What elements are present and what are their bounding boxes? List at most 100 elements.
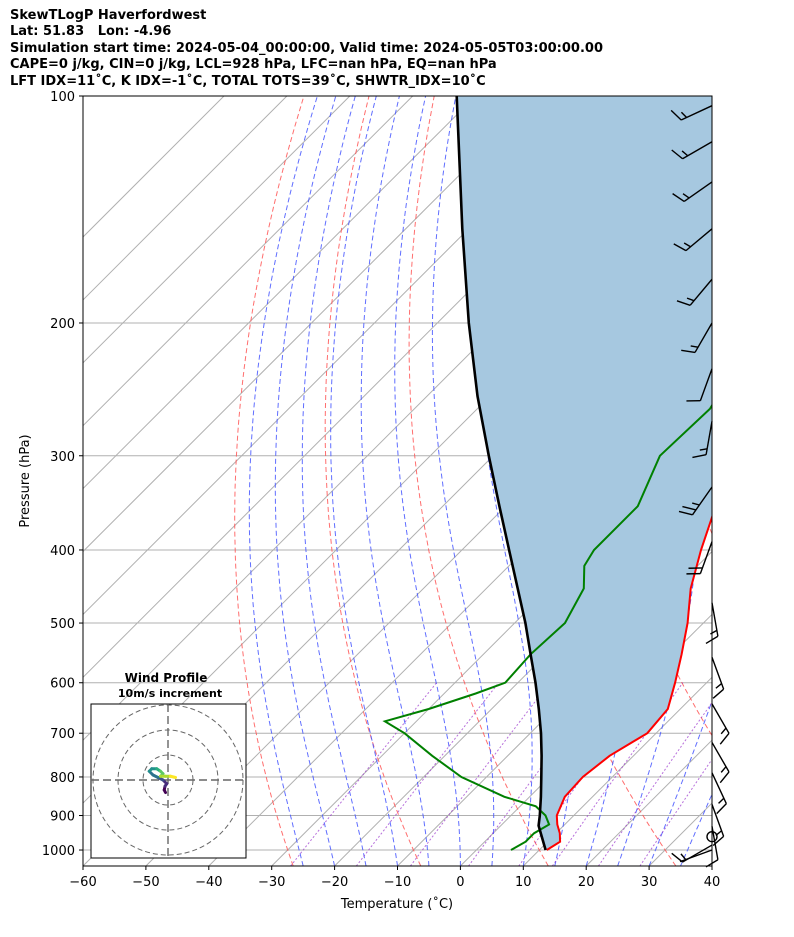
wind-barb-full-flag xyxy=(712,688,725,699)
wind-barb-full-flag xyxy=(681,349,696,354)
wind-barb-half-flag xyxy=(686,297,695,302)
moist-adiabat xyxy=(274,96,337,866)
mixing-ratio-line xyxy=(639,758,712,866)
moist-adiabat xyxy=(617,96,699,866)
cin-shading xyxy=(456,96,712,850)
simulation-times: Simulation start time: 2024-05-04_00:00:… xyxy=(10,40,603,56)
y-tick-label: 1000 xyxy=(42,844,75,859)
wind-barb xyxy=(711,772,728,815)
mixing-ratio-line xyxy=(409,682,550,866)
wind-barb xyxy=(692,421,713,459)
moist-adiabat xyxy=(248,96,318,866)
dry-adiabat xyxy=(324,96,422,866)
wind-barb-full-flag xyxy=(672,193,685,202)
y-tick-label: 500 xyxy=(50,617,75,632)
stability-indices: LFT IDX=11˚C, K IDX=-1˚C, TOTAL TOTS=39˚… xyxy=(10,73,486,89)
hodograph-inset: Wind Profile 10m/s increment xyxy=(90,671,247,859)
wind-barb-half-flag xyxy=(710,629,718,635)
wind-barb-full-flag xyxy=(673,243,687,252)
y-axis: 100 200 300 400 500 600 700 800 900 1000 xyxy=(42,90,83,859)
wind-barb-half-flag xyxy=(692,502,700,506)
wind-barb-full-flag xyxy=(716,803,727,815)
isotherm-gridline xyxy=(83,96,476,490)
wind-barb xyxy=(678,486,713,516)
isotherm-gridline xyxy=(522,676,712,866)
wind-barb xyxy=(676,278,713,306)
x-tick-label: −10 xyxy=(384,875,411,890)
wind-barbs xyxy=(670,105,730,868)
wind-barb xyxy=(671,844,713,863)
y-tick-label: 300 xyxy=(50,450,75,465)
wind-barb-half-flag xyxy=(699,448,708,451)
station-coordinates: Lat: 51.83 Lon: -4.96 xyxy=(10,24,172,40)
moist-adiabat xyxy=(394,96,461,866)
wind-barb-staff xyxy=(711,742,730,773)
wind-barb xyxy=(671,141,713,160)
wind-barb-half-flag xyxy=(683,242,691,248)
y-tick-label: 900 xyxy=(50,810,75,825)
convective-parameters: CAPE=0 j/kg, CIN=0 j/kg, LCL=928 hPa, LF… xyxy=(10,57,497,73)
mixing-ratio-line xyxy=(597,701,712,866)
wind-barb xyxy=(681,322,713,354)
wind-barb-full-flag xyxy=(682,505,697,511)
y-tick-label: 700 xyxy=(50,727,75,742)
isotherm-gridline xyxy=(334,487,712,866)
y-axis-label: Pressure (hPa) xyxy=(18,434,33,527)
isotherm-gridline xyxy=(83,96,414,427)
wind-barb-full-flag xyxy=(671,852,683,863)
moist-adiabat xyxy=(301,96,367,866)
wind-barb-full-flag xyxy=(719,771,730,784)
wind-barb-half-flag xyxy=(715,682,723,689)
hodograph-subtitle: 10m/s increment xyxy=(118,687,222,700)
wind-barb-half-flag xyxy=(720,766,727,773)
dry-adiabat xyxy=(408,96,549,866)
wind-barb-full-flag xyxy=(686,572,701,575)
isotherm-gridline xyxy=(83,96,351,364)
wind-barb-full-flag xyxy=(686,400,701,402)
wind-barb-half-flag xyxy=(715,830,723,837)
parcel-profile xyxy=(455,96,547,851)
y-tick-label: 100 xyxy=(50,90,75,105)
y-tick-label: 200 xyxy=(50,317,75,332)
moist-adiabat xyxy=(431,96,495,866)
plot-area xyxy=(83,96,712,866)
temperature-profile xyxy=(546,514,712,851)
y-tick-label: 600 xyxy=(50,677,75,692)
wind-barb xyxy=(672,181,713,202)
wind-barb-full-flag xyxy=(676,300,691,306)
isotherm-gridline xyxy=(83,96,225,238)
x-axis: −60 −50 −40 −30 −20 −10 0 10 20 30 40 xyxy=(69,866,720,890)
wind-barb-half-flag xyxy=(680,111,688,119)
wind-barb-half-flag xyxy=(681,150,689,157)
isotherm-gridline xyxy=(397,550,712,866)
isotherm-gridline xyxy=(711,865,712,866)
wind-barb xyxy=(711,742,730,784)
wind-barb xyxy=(673,228,713,252)
wind-barb xyxy=(679,849,713,863)
wind-barb-half-flag xyxy=(682,193,690,199)
moist-adiabat xyxy=(680,792,712,866)
wind-barb xyxy=(686,368,713,402)
wind-barb-full-flag xyxy=(712,835,725,847)
wind-barb-full-flag xyxy=(678,510,693,516)
moist-adiabat xyxy=(330,96,398,866)
isotherm-gridline xyxy=(83,96,539,553)
wind-barb xyxy=(711,656,725,699)
wind-barb xyxy=(711,804,725,847)
hodograph-title: Wind Profile xyxy=(125,671,208,685)
x-tick-label: −40 xyxy=(195,875,222,890)
wind-barb xyxy=(670,105,713,121)
wind-barb-full-flag xyxy=(692,454,707,459)
y-tick-label: 400 xyxy=(50,544,75,559)
x-tick-label: −60 xyxy=(69,875,96,890)
y-tick-label: 800 xyxy=(50,771,75,786)
chart-header: SkewTLogP Haverfordwest Lat: 51.83 Lon: … xyxy=(10,8,780,90)
x-axis-label: Temperature (˚C) xyxy=(340,896,453,912)
wind-barb xyxy=(711,703,730,745)
wind-barb-staff xyxy=(711,703,730,734)
x-tick-label: 0 xyxy=(456,875,464,890)
moist-adiabat xyxy=(648,699,712,866)
isotherm-gridline xyxy=(83,96,288,301)
wind-barb-full-flag xyxy=(670,109,682,121)
wind-barb-half-flag xyxy=(720,727,727,735)
